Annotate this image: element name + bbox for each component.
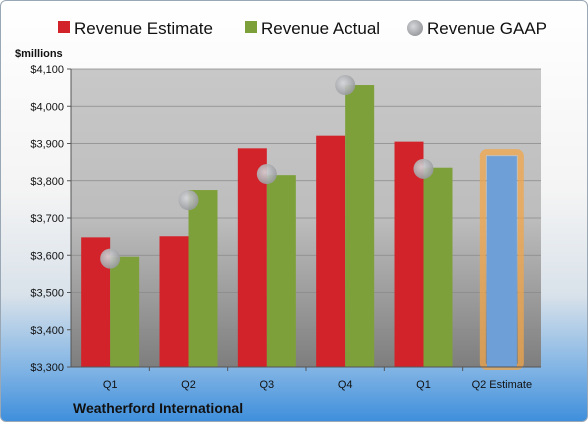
x-tick-label: Q2 Estimate (472, 379, 533, 391)
bar-revenue-actual (266, 175, 296, 367)
marker-revenue-gaap (178, 190, 199, 211)
y-tick-label: $3,700 (30, 213, 64, 225)
x-tick-label: Q4 (338, 379, 353, 391)
x-tick-label: Q1 (416, 379, 431, 391)
gaap-markers (100, 75, 434, 269)
bar-revenue-estimate (394, 141, 424, 367)
legend-marker-gaap (407, 20, 423, 36)
x-tick-label: Q1 (103, 379, 118, 391)
unit-label: $millions (15, 48, 63, 60)
y-axis: $3,300 $3,400 $3,500 $3,600 $3,700 $3,800 $3,9… (30, 64, 72, 374)
bars (81, 85, 524, 370)
marker-revenue-gaap (256, 164, 277, 185)
y-tick-label: $3,900 (30, 139, 64, 151)
marker-revenue-gaap (335, 75, 356, 96)
y-tick-label: $4,000 (30, 101, 64, 113)
bar-revenue-estimate (237, 148, 267, 367)
legend-label-estimate: Revenue Estimate (74, 19, 213, 38)
bar-revenue-actual (345, 85, 375, 367)
marker-revenue-gaap (100, 248, 121, 269)
bar-revenue-estimate (159, 236, 189, 367)
legend-swatch-estimate (58, 21, 70, 33)
marker-revenue-gaap (413, 158, 434, 179)
y-tick-label: $3,400 (30, 325, 64, 337)
x-axis: Q1 Q2 Q3 Q4 Q1 Q2 Estimate (71, 366, 541, 391)
bar-revenue-projection (486, 156, 517, 367)
y-tick-label: $3,600 (30, 250, 64, 262)
x-tick-label: Q2 (181, 379, 196, 391)
bar-revenue-actual (110, 256, 140, 367)
legend-label-gaap: Revenue GAAP (427, 19, 547, 38)
y-tick-label: $3,300 (30, 362, 64, 374)
legend-label-actual: Revenue Actual (261, 19, 380, 38)
legend-swatch-actual (245, 21, 257, 33)
bar-revenue-actual (188, 190, 218, 367)
bar-revenue-estimate (316, 135, 346, 367)
bar-revenue-actual (423, 167, 453, 367)
y-tick-label: $4,100 (30, 64, 64, 76)
y-tick-label: $3,500 (30, 288, 64, 300)
y-tick-label: $3,800 (30, 176, 64, 188)
x-tick-label: Q3 (259, 379, 274, 391)
company-name: Weatherford International (73, 400, 243, 416)
